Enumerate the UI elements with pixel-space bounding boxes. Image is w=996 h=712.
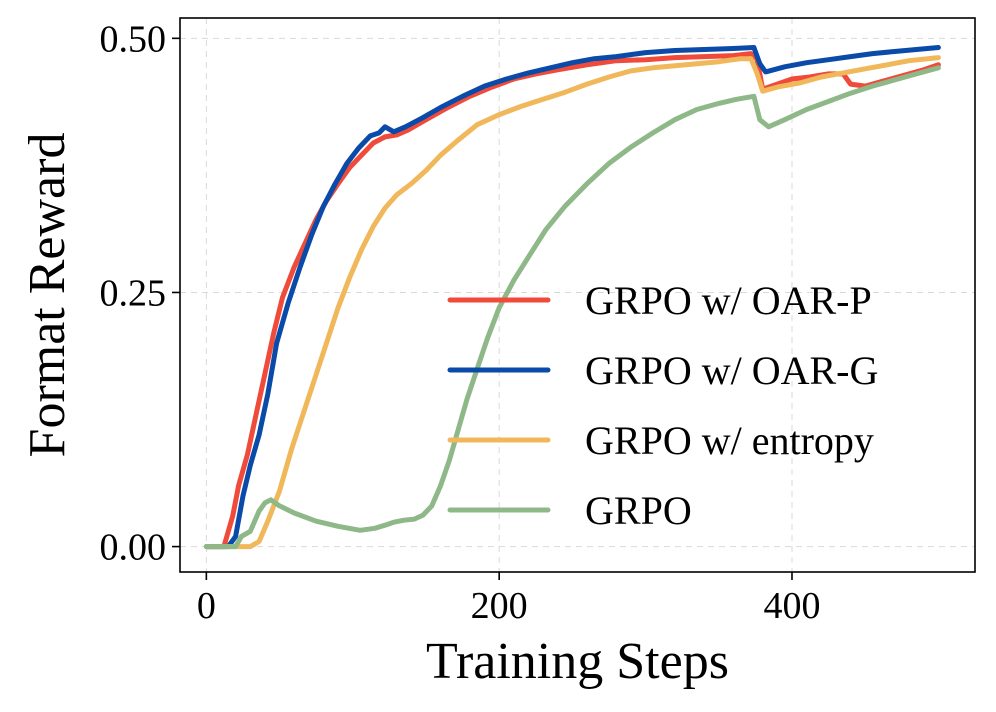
series-line-grpo xyxy=(203,65,941,550)
y-tick-label: 0.25 xyxy=(100,272,167,314)
series-line-entropy xyxy=(203,55,941,550)
grid xyxy=(180,18,975,572)
axis-ticks: 0 200 400 0.00 0.25 0.50 xyxy=(100,18,821,627)
y-tick-label: 0.50 xyxy=(100,18,167,60)
plot-frame xyxy=(179,17,976,573)
legend-label-oar-p: GRPO w/ OAR-P xyxy=(585,278,872,323)
series-line-oar-g xyxy=(203,45,941,550)
x-tick-label: 200 xyxy=(471,585,528,627)
y-axis-title: Format Reward xyxy=(19,133,76,458)
x-axis-title: Training Steps xyxy=(426,633,729,690)
legend-label-grpo: GRPO xyxy=(585,488,692,533)
y-tick-label: 0.00 xyxy=(100,527,167,569)
series-lines xyxy=(203,45,941,550)
legend-label-oar-g: GRPO w/ OAR-G xyxy=(585,348,878,393)
legend-label-entropy: GRPO w/ entropy xyxy=(585,418,874,463)
x-tick-label: 0 xyxy=(197,585,216,627)
legend: GRPO w/ OAR-P GRPO w/ OAR-G GRPO w/ entr… xyxy=(447,278,878,533)
x-tick-label: 400 xyxy=(763,585,820,627)
